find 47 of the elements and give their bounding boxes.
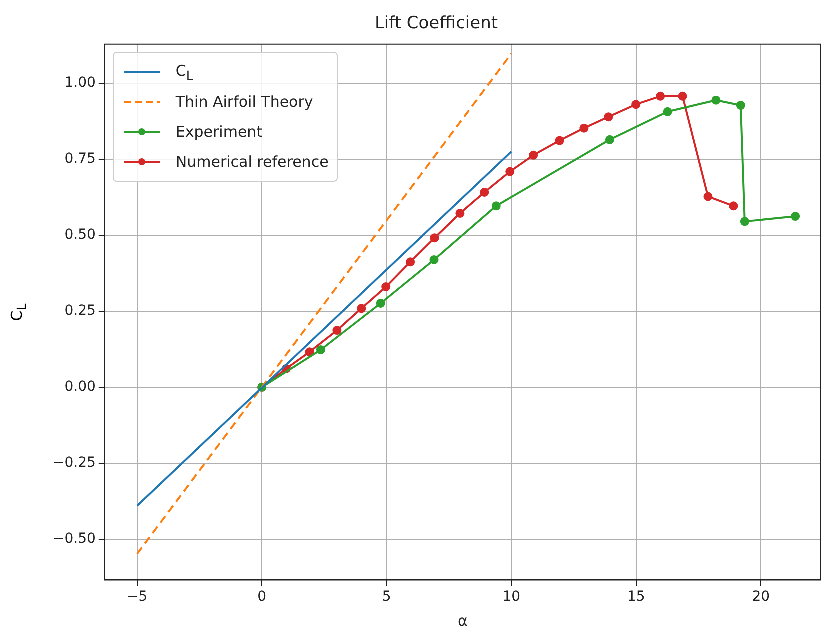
point <box>376 298 386 308</box>
y-tick-label: 0.75 <box>64 150 96 167</box>
point <box>382 282 391 292</box>
point <box>736 101 746 110</box>
point <box>480 188 490 197</box>
point <box>316 346 326 355</box>
point <box>605 135 614 144</box>
chart-title: Lift Coefficient <box>374 14 498 34</box>
point <box>357 304 366 314</box>
point <box>656 92 666 101</box>
point <box>712 96 721 105</box>
x-tick-label: 15 <box>627 589 646 606</box>
y-tick-label: 0.50 <box>64 227 96 244</box>
x-tick-label: 0 <box>258 589 267 606</box>
x-axis-title: α <box>458 612 468 630</box>
point <box>430 234 440 243</box>
point <box>632 100 641 110</box>
point <box>729 202 738 211</box>
point <box>663 107 672 116</box>
point <box>430 255 439 264</box>
x-tick-label: 10 <box>502 589 521 606</box>
legend-label: C$_{L}$ <box>176 62 194 83</box>
point <box>678 92 688 101</box>
point <box>529 150 538 160</box>
x-tick-label: 20 <box>752 589 770 606</box>
y-tick-label: 1.00 <box>64 74 96 91</box>
legend-label: Thin Airfoil Theory <box>176 93 314 112</box>
point <box>492 202 501 211</box>
y-tick-label: 0.25 <box>64 303 96 320</box>
x-tick-label: −5 <box>127 589 148 606</box>
point <box>555 136 564 146</box>
point <box>791 212 800 222</box>
legend-label: Numerical reference <box>176 153 329 172</box>
point <box>332 326 342 336</box>
y-tick-label: 0.00 <box>64 379 96 396</box>
point <box>604 112 614 122</box>
point <box>456 208 465 218</box>
point <box>580 124 589 133</box>
legend-label: Experiment <box>176 123 263 142</box>
point <box>506 167 515 176</box>
y-tick-label: −0.25 <box>52 455 96 472</box>
point <box>406 258 416 267</box>
point <box>740 217 750 226</box>
x-tick-label: 5 <box>382 589 392 606</box>
point <box>704 192 713 202</box>
point <box>305 348 314 357</box>
y-tick-label: −0.50 <box>52 531 96 548</box>
